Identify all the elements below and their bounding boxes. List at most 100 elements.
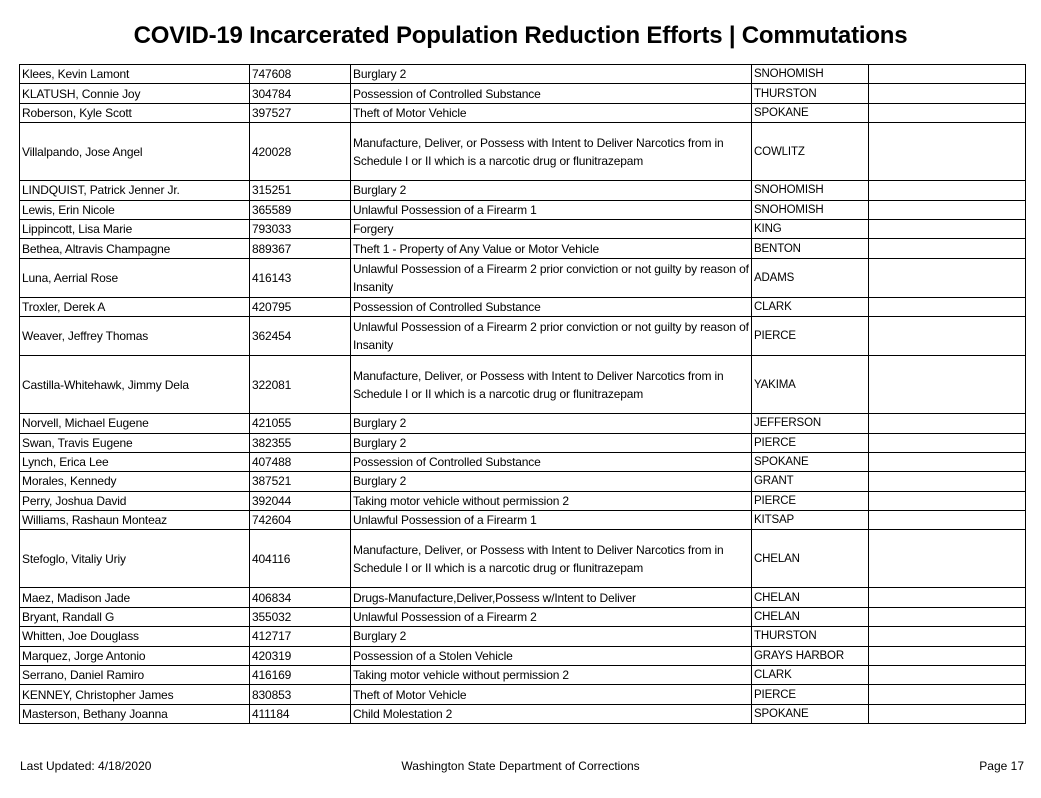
inmate-name-cell: Lewis, Erin Nicole — [19, 199, 250, 220]
inmate-name-cell: Troxler, Derek A — [19, 296, 250, 318]
county-cell: GRANT — [751, 471, 869, 492]
notes-cell — [868, 471, 1026, 492]
inmate-name-cell: Bryant, Randall G — [19, 606, 250, 628]
notes-cell — [868, 257, 1026, 298]
offense-cell: Burglary 2 — [350, 432, 752, 453]
notes-cell — [868, 606, 1026, 628]
doc-number-cell: 421055 — [249, 413, 351, 434]
county-cell: PIERCE — [751, 490, 869, 512]
table-row: Marquez, Jorge Antonio 420319 Possession o… — [19, 645, 1026, 667]
table-row: Perry, Joshua David 392044 Taking motor ve… — [19, 490, 1026, 512]
table-row: Williams, Rashaun Monteaz 742604 Unlawful … — [19, 510, 1026, 531]
inmate-name-cell: Roberson, Kyle Scott — [19, 102, 250, 124]
county-cell: PIERCE — [751, 316, 869, 357]
table-row: KLATUSH, Connie Joy 304784 Possession of C… — [19, 83, 1026, 104]
inmate-name-cell: KENNEY, Christopher James — [19, 684, 250, 705]
county-cell: GRAYS HARBOR — [751, 645, 869, 667]
inmate-name-cell: Williams, Rashaun Monteaz — [19, 510, 250, 531]
offense-cell: Taking motor vehicle without permission … — [350, 665, 752, 686]
county-cell: PIERCE — [751, 684, 869, 705]
table-row: Stefoglo, Vitaliy Uriy 404116 Manufacture,… — [19, 529, 1026, 589]
offense-cell: Manufacture, Deliver, or Possess with In… — [350, 355, 752, 415]
offense-cell: Theft of Motor Vehicle — [350, 684, 752, 705]
inmate-name-cell: Norvell, Michael Eugene — [19, 413, 250, 434]
notes-cell — [868, 665, 1026, 686]
county-cell: THURSTON — [751, 626, 869, 647]
inmate-name-cell: Bethea, Altravis Champagne — [19, 238, 250, 259]
notes-cell — [868, 180, 1026, 201]
table-row: Villalpando, Jose Angel 420028 Manufacture… — [19, 122, 1026, 182]
inmate-name-cell: Klees, Kevin Lamont — [19, 63, 250, 85]
offense-cell: Burglary 2 — [350, 180, 752, 201]
doc-number-cell: 315251 — [249, 180, 351, 201]
county-cell: ADAMS — [751, 257, 869, 298]
inmate-name-cell: Luna, Aerrial Rose — [19, 257, 250, 298]
doc-number-cell: 355032 — [249, 606, 351, 628]
inmate-name-cell: Serrano, Daniel Ramiro — [19, 665, 250, 686]
inmate-name-cell: Morales, Kennedy — [19, 471, 250, 492]
county-cell: CHELAN — [751, 606, 869, 628]
doc-number-cell: 397527 — [249, 102, 351, 124]
notes-cell — [868, 316, 1026, 357]
doc-number-cell: 830853 — [249, 684, 351, 705]
commutations-table: Klees, Kevin Lamont 747608 Burglary 2 SNOHO… — [19, 63, 1026, 725]
offense-cell: Child Molestation 2 — [350, 703, 752, 725]
table-row: Bryant, Randall G 355032 Unlawful Possessi… — [19, 606, 1026, 628]
notes-cell — [868, 510, 1026, 531]
county-cell: CLARK — [751, 296, 869, 318]
notes-cell — [868, 218, 1026, 240]
agency-name: Washington State Department of Correctio… — [401, 759, 640, 773]
table-row: Troxler, Derek A 420795 Possession of Cont… — [19, 296, 1026, 318]
offense-cell: Forgery — [350, 218, 752, 240]
notes-cell — [868, 451, 1026, 473]
county-cell: KING — [751, 218, 869, 240]
doc-number-cell: 420795 — [249, 296, 351, 318]
notes-cell — [868, 83, 1026, 104]
table-row: Lippincott, Lisa Marie 793033 Forgery KING — [19, 218, 1026, 240]
offense-cell: Taking motor vehicle without permission … — [350, 490, 752, 512]
offense-cell: Burglary 2 — [350, 413, 752, 434]
doc-number-cell: 889367 — [249, 238, 351, 259]
notes-cell — [868, 296, 1026, 318]
offense-cell: Possession of Controlled Substance — [350, 296, 752, 318]
table-row: Lynch, Erica Lee 407488 Possession of Cont… — [19, 451, 1026, 473]
inmate-name-cell: Swan, Travis Eugene — [19, 432, 250, 453]
offense-cell: Theft of Motor Vehicle — [350, 102, 752, 124]
county-cell: SNOHOMISH — [751, 63, 869, 85]
notes-cell — [868, 238, 1026, 259]
inmate-name-cell: Whitten, Joe Douglass — [19, 626, 250, 647]
offense-cell: Possession of a Stolen Vehicle — [350, 645, 752, 667]
doc-number-cell: 322081 — [249, 355, 351, 415]
notes-cell — [868, 63, 1026, 85]
notes-cell — [868, 432, 1026, 453]
offense-cell: Manufacture, Deliver, or Possess with In… — [350, 529, 752, 589]
inmate-name-cell: Lynch, Erica Lee — [19, 451, 250, 473]
doc-number-cell: 742604 — [249, 510, 351, 531]
county-cell: COWLITZ — [751, 122, 869, 182]
offense-cell: Unlawful Possession of a Firearm 1 — [350, 510, 752, 531]
inmate-name-cell: Castilla-Whitehawk, Jimmy Dela — [19, 355, 250, 415]
doc-number-cell: 387521 — [249, 471, 351, 492]
notes-cell — [868, 587, 1026, 608]
doc-number-cell: 793033 — [249, 218, 351, 240]
inmate-name-cell: KLATUSH, Connie Joy — [19, 83, 250, 104]
table-row: Weaver, Jeffrey Thomas 362454 Unlawful Pos… — [19, 316, 1026, 357]
notes-cell — [868, 626, 1026, 647]
offense-cell: Unlawful Possession of a Firearm 2 — [350, 606, 752, 628]
doc-number-cell: 365589 — [249, 199, 351, 220]
county-cell: SPOKANE — [751, 451, 869, 473]
notes-cell — [868, 102, 1026, 124]
county-cell: CLARK — [751, 665, 869, 686]
notes-cell — [868, 122, 1026, 182]
doc-number-cell: 304784 — [249, 83, 351, 104]
table-row: Lewis, Erin Nicole 365589 Unlawful Possess… — [19, 199, 1026, 220]
doc-number-cell: 416169 — [249, 665, 351, 686]
notes-cell — [868, 413, 1026, 434]
doc-number-cell: 412717 — [249, 626, 351, 647]
notes-cell — [868, 645, 1026, 667]
county-cell: CHELAN — [751, 529, 869, 589]
offense-cell: Burglary 2 — [350, 63, 752, 85]
table-row: Masterson, Bethany Joanna 411184 Child Mol… — [19, 703, 1026, 725]
notes-cell — [868, 355, 1026, 415]
